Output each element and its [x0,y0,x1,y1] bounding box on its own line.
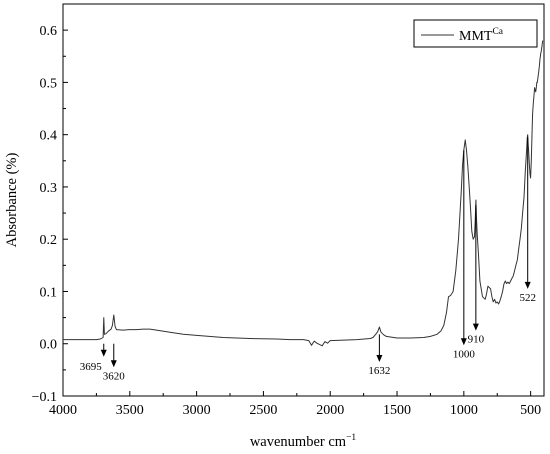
y-tick-label: −0.1 [32,390,57,405]
peak-label: 3695 [80,361,103,373]
y-tick-label: 0.4 [40,129,58,144]
x-axis-title: wavenumber cm−1 [250,433,357,450]
x-tick-label: 2500 [249,403,277,418]
x-axis: 4000 3500 3000 2500 2000 1500 1000 500 [49,391,541,418]
peak-arrow-head [110,360,117,368]
x-tick-label: 3000 [183,403,211,418]
series-line-mmt-ca [63,40,544,347]
peak-label: 1000 [453,348,476,360]
peak-label: 1632 [368,365,390,377]
y-tick-label: 0.5 [40,76,58,91]
peak-arrow-head [460,338,467,346]
y-tick-label: 0.3 [40,181,58,196]
y-tick-label: 0.2 [40,233,58,248]
legend: MMTCa [413,19,538,48]
plot-area-frame [62,3,545,397]
legend-label: MMTCa [459,27,504,44]
x-tick-label: 1000 [450,403,478,418]
y-axis: −0.1 0.0 0.1 0.2 0.3 0.4 0.5 0.6 [32,24,68,405]
x-tick-label: 1500 [383,403,411,418]
y-tick-label: 0.0 [40,338,58,353]
x-tick-label: 2000 [316,403,344,418]
x-tick-label: 3500 [116,403,144,418]
peak-arrow-head [524,281,531,289]
legend-box [413,19,538,48]
y-tick-label: 0.6 [40,24,58,39]
peak-label: 910 [468,334,485,346]
peak-label: 3620 [103,370,126,382]
peak-arrow-head [376,355,383,363]
peak-arrow-head [472,323,479,331]
y-axis-title: Absorbance (%) [4,153,20,248]
peak-label: 522 [519,292,536,304]
x-tick-label: 4000 [49,403,77,418]
y-tick-label: 0.1 [40,285,58,300]
peak-arrow-head [100,349,107,357]
x-tick-label: 500 [520,403,541,418]
